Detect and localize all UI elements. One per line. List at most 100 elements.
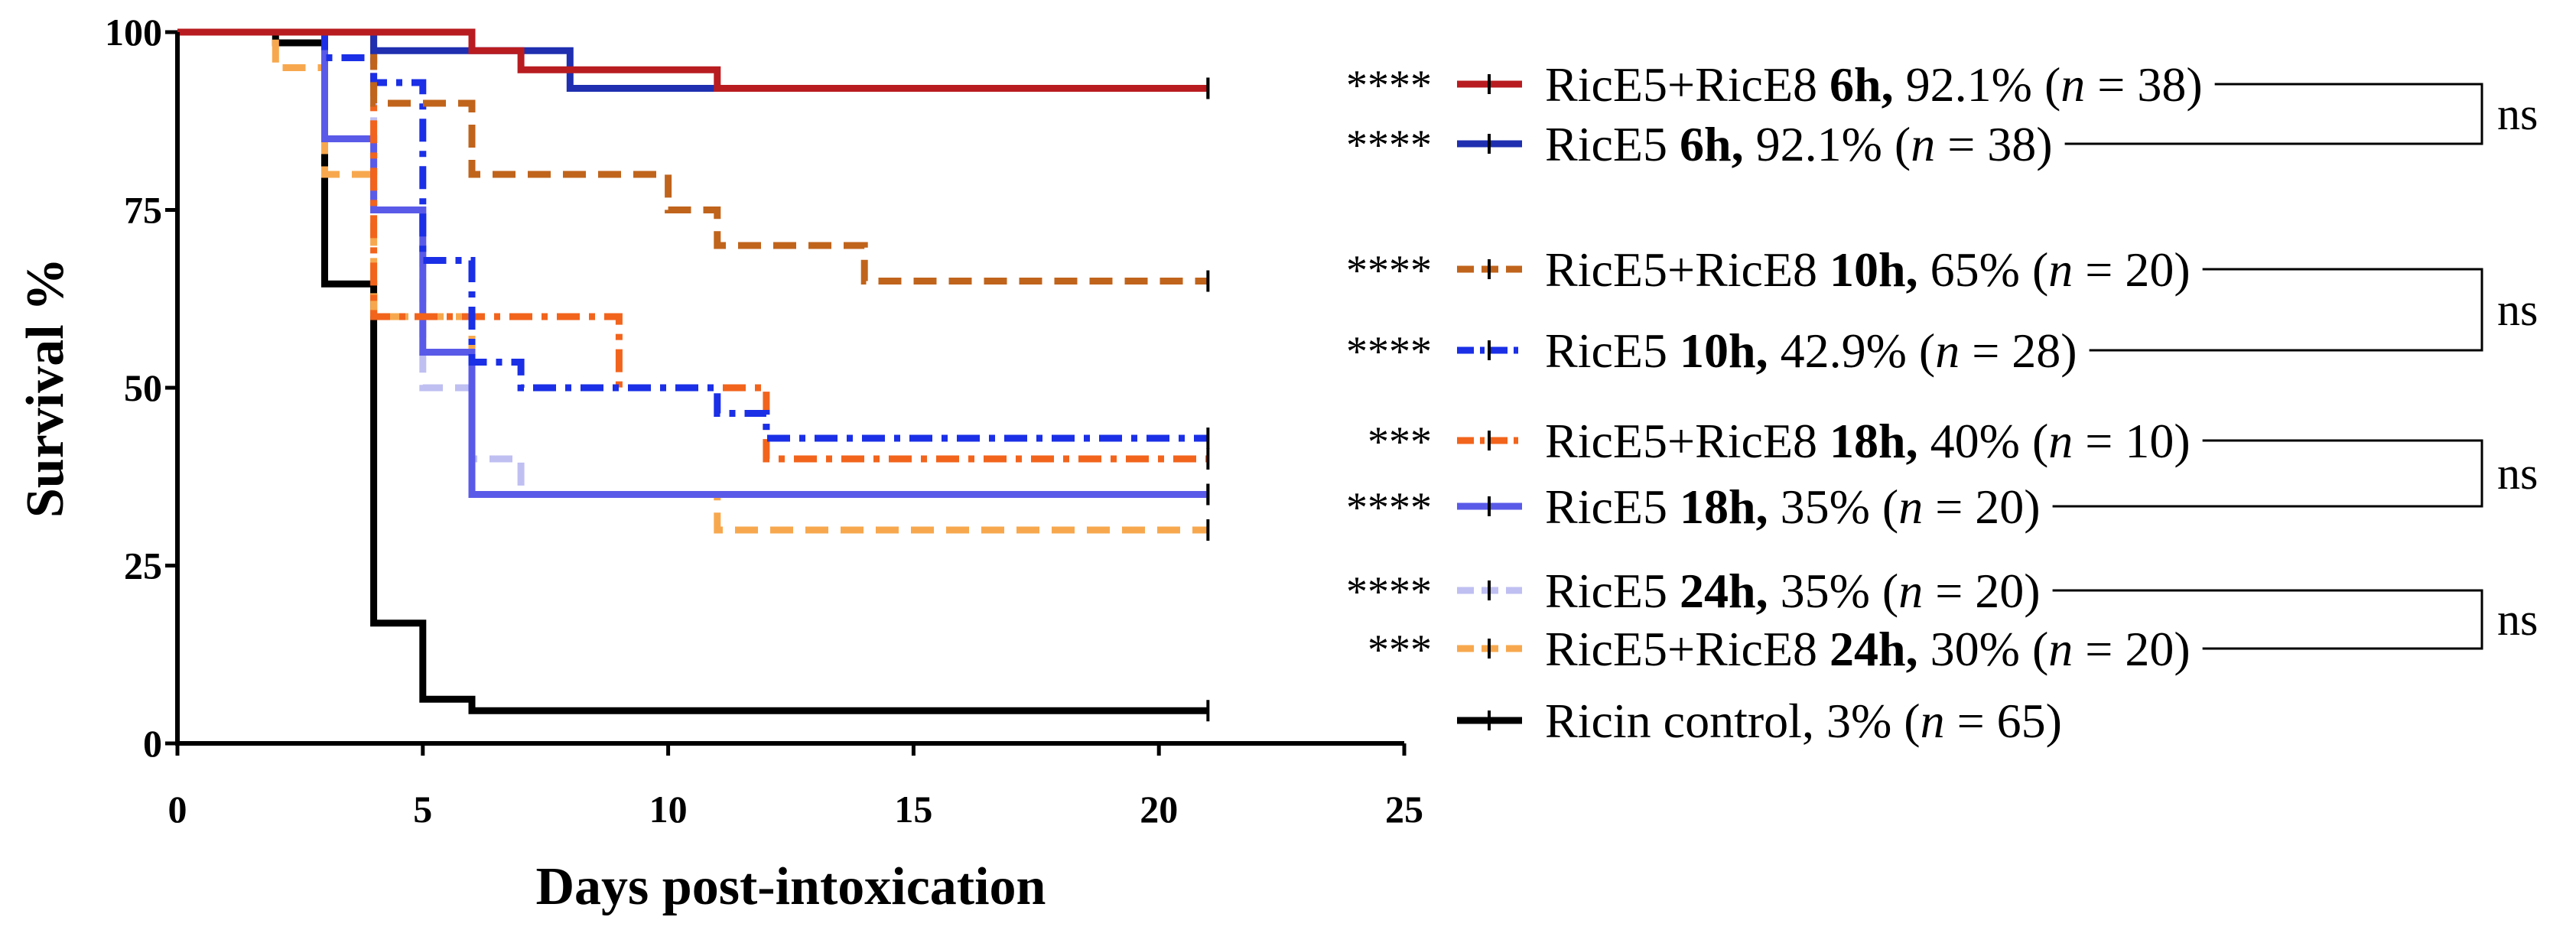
legend-item-e5_6h: **** RicE5 6h, 92.1% (n = 38) [1346, 117, 2053, 171]
legend-label-post: 40% ( [1918, 414, 2049, 468]
legend-label-post: 92.1% ( [1744, 117, 1911, 171]
legend-item-e5e8_6h: **** RicE5+RicE8 6h, 92.1% (n = 38) [1346, 57, 2203, 112]
x-tick-label: 10 [649, 788, 688, 831]
survival-curve-e5_18h [177, 28, 1208, 498]
axes: 0 5 10 15 20 25 0 25 50 75 100 Days post-intoxica… [16, 11, 1423, 916]
legend-label-pre: RicE5 [1545, 480, 1680, 534]
series-e5e8_18h [177, 28, 1210, 470]
bracket-line [2089, 268, 2483, 352]
ns-label: ns [2497, 594, 2538, 645]
legend-label-bold: 10h, [1830, 242, 1918, 297]
significance-label: **** [1346, 568, 1432, 616]
series-e5e8_10h [177, 28, 1210, 292]
legend-item-ricin_control: Ricin control, 3% (n = 65) [1457, 694, 2062, 748]
legend-label: RicE5+RicE8 18h, 40% (n = 10) [1545, 414, 2191, 468]
series-e5e8_24h [177, 28, 1210, 541]
legend-label-pre: RicE5 [1545, 564, 1680, 618]
comparison-brackets: ns ns ns ns [2052, 83, 2538, 650]
significance-label: **** [1346, 328, 1432, 376]
significance-label: **** [1346, 484, 1432, 532]
legend-item-e5e8_24h: *** RicE5+RicE8 24h, 30% (n = 20) [1368, 622, 2191, 676]
legend-label: RicE5 18h, 35% (n = 20) [1545, 480, 2041, 534]
y-tick-label: 25 [124, 545, 162, 587]
y-tick-label: 50 [124, 366, 162, 409]
legend-item-e5_24h: **** RicE5 24h, 35% (n = 20) [1346, 564, 2041, 618]
legend-item-e5_18h: **** RicE5 18h, 35% (n = 20) [1346, 480, 2041, 534]
comparison-bracket: ns [2052, 439, 2538, 508]
legend-label-post: 65% ( [1918, 242, 2049, 297]
legend-label-bold: 6h, [1680, 117, 1744, 171]
survival-curve-e5_10h [177, 28, 1208, 442]
legend-label-n-italic: n [1935, 324, 1960, 378]
legend-label: RicE5+RicE8 24h, 30% (n = 20) [1545, 622, 2191, 676]
legend-label-n-italic: n [1921, 694, 1945, 748]
bracket-line [2052, 589, 2483, 650]
survival-curve-e5e8_10h [177, 28, 1208, 285]
legend-label: RicE5 10h, 42.9% (n = 28) [1545, 324, 2077, 378]
survival-curve-e5e8_6h [177, 28, 1208, 92]
ns-label: ns [2497, 89, 2538, 139]
legend-label-n-italic: n [2048, 414, 2073, 468]
series-e5_24h [177, 28, 1210, 506]
y-axis-title: Survival % [16, 258, 75, 518]
legend-label-n-text: = 28) [1960, 324, 2077, 378]
x-axis-title: Days post-intoxication [536, 857, 1046, 916]
legend-label: RicE5 6h, 92.1% (n = 38) [1545, 117, 2053, 171]
bracket-line [2064, 83, 2483, 145]
y-ticks: 0 25 50 75 100 [105, 11, 177, 765]
x-tick-label: 20 [1140, 788, 1178, 831]
legend-label-post: 35% ( [1768, 480, 1899, 534]
legend-label-bold: 24h, [1680, 564, 1768, 618]
legend-label-bold: 18h, [1830, 414, 1918, 468]
legend-item-e5e8_10h: **** RicE5+RicE8 10h, 65% (n = 20) [1346, 242, 2191, 297]
legend-label-n-text: = 38) [1935, 117, 2052, 171]
legend-label-pre: RicE5 [1545, 324, 1680, 378]
legend-label-n-italic: n [2048, 242, 2073, 297]
legend-label-post: 30% ( [1918, 622, 2049, 676]
legend-item-e5_10h: **** RicE5 10h, 42.9% (n = 28) [1346, 324, 2077, 378]
legend-label: Ricin control, 3% (n = 65) [1545, 694, 2062, 748]
legend-label-n-text: = 20) [1923, 564, 2040, 618]
significance-label: **** [1346, 247, 1432, 294]
ns-label: ns [2497, 285, 2538, 335]
y-tick-label: 75 [124, 189, 162, 232]
comparison-bracket: ns [2064, 83, 2538, 145]
legend-item-e5e8_18h: *** RicE5+RicE8 18h, 40% (n = 10) [1368, 414, 2191, 468]
legend-label-pre: RicE5+RicE8 [1545, 622, 1830, 676]
y-tick-label: 100 [105, 11, 162, 54]
x-ticks: 0 5 10 15 20 25 [168, 743, 1423, 831]
survival-curve-e5_24h [177, 28, 1208, 498]
series-e5_10h [177, 28, 1210, 450]
legend-label-pre: RicE5+RicE8 [1545, 414, 1830, 468]
legend-label-n-text: = 38) [2085, 57, 2202, 112]
series-e5_18h [177, 28, 1210, 506]
legend-label-n-text: = 10) [2073, 414, 2190, 468]
significance-label: **** [1346, 122, 1432, 169]
legend-label-n-italic: n [1898, 564, 1923, 618]
legend-label-n-text: = 20) [2073, 622, 2190, 676]
legend-label-bold: 6h, [1830, 57, 1894, 112]
legend-label-n-text: = 20) [2073, 242, 2190, 297]
legend-label-pre: RicE5 [1545, 117, 1680, 171]
legend-label-n-italic: n [2048, 622, 2073, 676]
legend-label-pre: RicE5+RicE8 [1545, 57, 1830, 112]
legend-label-post: 92.1% ( [1894, 57, 2061, 112]
significance-label: *** [1368, 418, 1432, 466]
legend-label-bold: 10h, [1680, 324, 1768, 378]
legend-label-bold: 24h, [1830, 622, 1918, 676]
legend-label-post: 42.9% ( [1768, 324, 1936, 378]
legend-label: RicE5 24h, 35% (n = 20) [1545, 564, 2041, 618]
legend-label-n-text: = 65) [1945, 694, 2062, 748]
ns-label: ns [2497, 448, 2538, 499]
plot-area [177, 28, 1210, 722]
legend-label: RicE5+RicE8 10h, 65% (n = 20) [1545, 242, 2191, 297]
legend-label-pre: RicE5+RicE8 [1545, 242, 1830, 297]
survival-curve-ricin_control [177, 28, 1208, 714]
legend-label: RicE5+RicE8 6h, 92.1% (n = 38) [1545, 57, 2203, 112]
survival-curve-e5e8_24h [177, 28, 1208, 534]
comparison-bracket: ns [2089, 268, 2538, 352]
y-tick-label: 0 [143, 722, 162, 765]
legend-label-n-italic: n [1898, 480, 1923, 534]
survival-curve-e5e8_18h [177, 28, 1208, 463]
